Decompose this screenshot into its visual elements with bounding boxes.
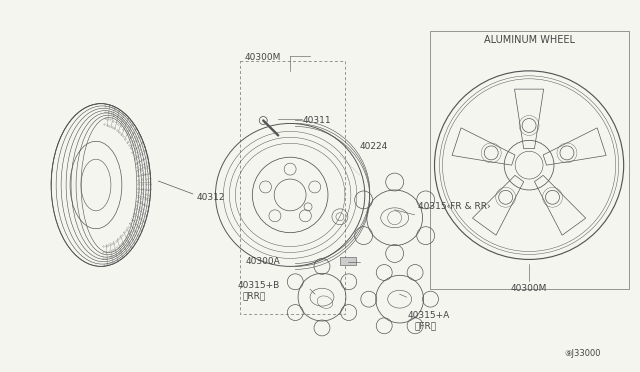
Text: 40311: 40311 xyxy=(302,116,331,125)
Text: ALUMINUM WHEEL: ALUMINUM WHEEL xyxy=(484,35,575,45)
Text: 40315+B: 40315+B xyxy=(237,281,280,290)
Bar xyxy=(429,31,628,289)
Bar xyxy=(241,61,345,314)
Text: 40315‹FR & RR›: 40315‹FR & RR› xyxy=(417,202,490,211)
Text: 40224: 40224 xyxy=(360,142,388,151)
Text: 40300M: 40300M xyxy=(511,284,547,293)
Text: （RR）: （RR） xyxy=(243,291,266,300)
Text: ⑨J33000: ⑨J33000 xyxy=(564,349,600,358)
Text: 40312: 40312 xyxy=(196,193,225,202)
Text: 40300A: 40300A xyxy=(245,257,280,266)
Text: （FR）: （FR） xyxy=(415,321,436,330)
Text: 40315+A: 40315+A xyxy=(408,311,450,320)
Bar xyxy=(340,257,356,265)
Text: 40300M: 40300M xyxy=(245,53,282,62)
